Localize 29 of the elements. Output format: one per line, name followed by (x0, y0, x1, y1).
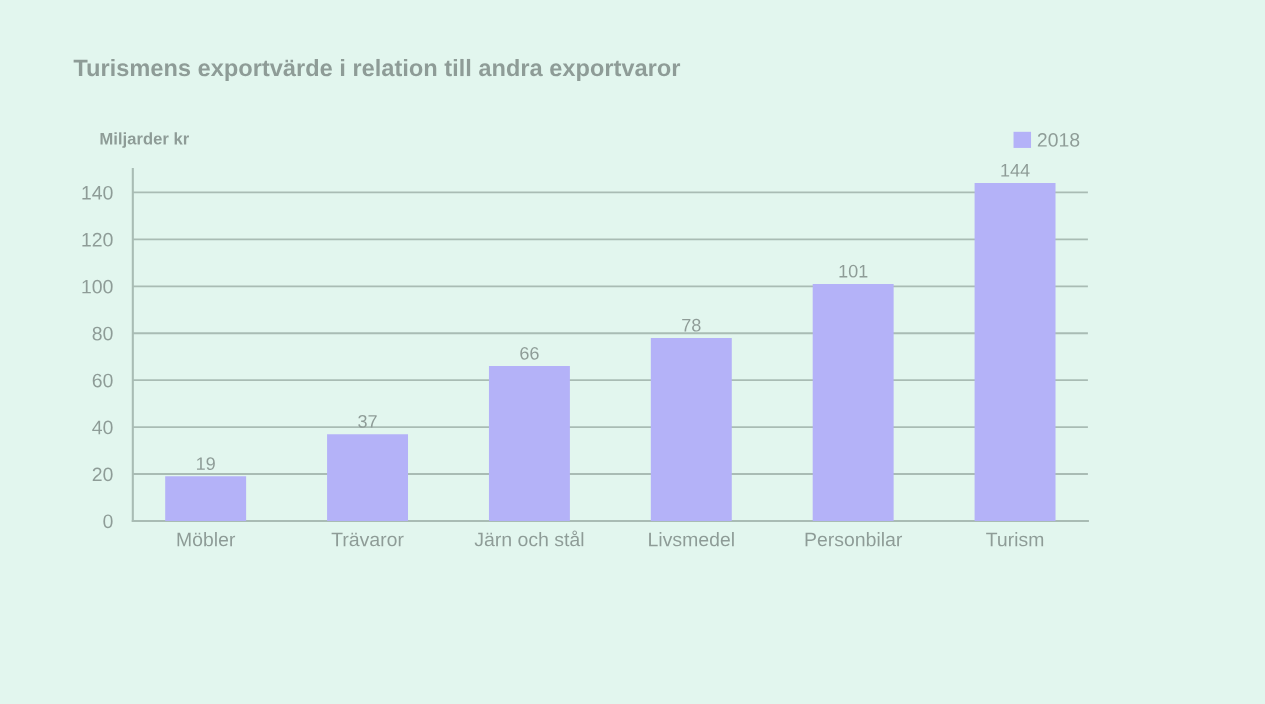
data-label: 66 (520, 346, 539, 360)
y-tick-label: 0 (103, 514, 113, 529)
bar (488, 366, 570, 521)
y-axis-title: Miljarder kr (100, 132, 189, 148)
data-label: 144 (1001, 164, 1030, 177)
y-tick-label: 20 (92, 467, 113, 482)
legend-label: 2018 (1037, 133, 1080, 147)
bar (650, 337, 732, 521)
data-label: 78 (682, 318, 701, 332)
x-tick-label: Turism (986, 532, 1044, 547)
y-tick-label: 80 (92, 326, 113, 341)
y-tick-label: 120 (82, 232, 113, 247)
data-label: 101 (839, 264, 868, 278)
bar (165, 476, 247, 521)
bar (812, 283, 894, 521)
y-tick-label: 60 (92, 373, 113, 388)
y-tick-label: 140 (82, 185, 113, 200)
x-tick-label: Personbilar (805, 532, 903, 547)
bar (327, 434, 409, 521)
y-tick-label: 100 (82, 279, 113, 294)
data-label: 37 (358, 415, 377, 428)
x-tick-label: Möbler (177, 532, 236, 547)
chart-title: Turismens exportvärde i relation till andra exportvaror (73, 58, 681, 81)
data-label: 19 (197, 457, 215, 471)
x-tick-label: Trävaror (331, 532, 404, 547)
x-tick-label: Järn och stål (474, 530, 584, 547)
y-tick-label: 40 (92, 420, 113, 435)
x-tick-label: Livsmedel (649, 532, 734, 547)
bar (974, 183, 1056, 521)
